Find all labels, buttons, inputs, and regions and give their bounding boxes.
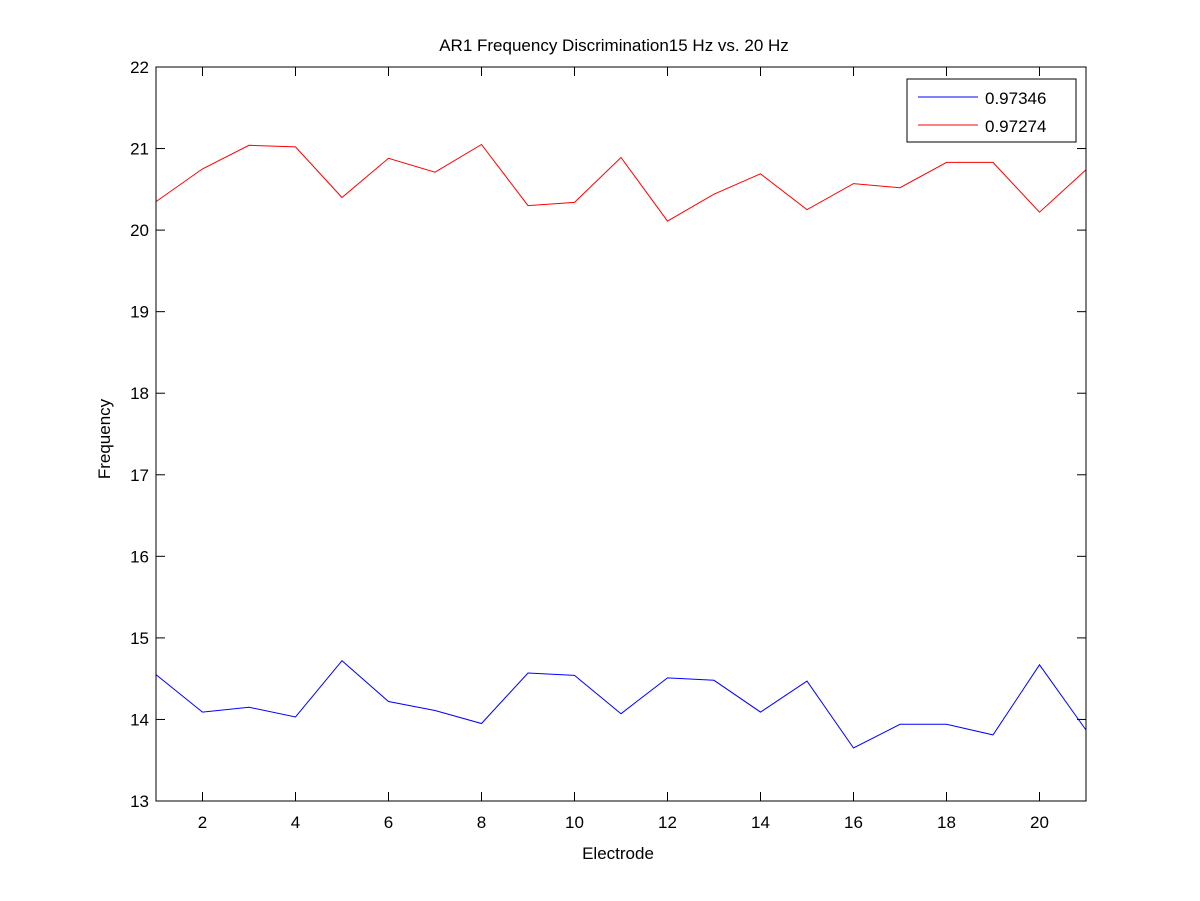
x-tick-label: 6 <box>384 813 393 832</box>
legend-label-series-2: 0.97274 <box>985 117 1046 136</box>
x-tick-label: 4 <box>291 813 300 832</box>
legend-box <box>906 78 1077 143</box>
x-tick-label: 2 <box>198 813 207 832</box>
y-axis-label: Frequency <box>95 398 114 479</box>
series-line-2 <box>155 143 1087 222</box>
x-tick-label: 18 <box>937 813 956 832</box>
x-tick-label: 10 <box>565 813 584 832</box>
x-tick-label: 16 <box>844 813 863 832</box>
x-tick-label: 20 <box>1030 813 1049 832</box>
y-tick-label: 18 <box>130 384 149 403</box>
series-layer <box>155 143 1087 749</box>
ticks-layer: 2 4 6 8 10 12 14 16 18 20 13 14 15 16 17 18 19 20 21 22 <box>130 58 1086 832</box>
series-line-1 <box>155 659 1087 749</box>
x-tick-label: 12 <box>658 813 677 832</box>
legend: 0.97346 0.97274 <box>906 78 1077 143</box>
chart-title: AR1 Frequency Discrimination15 Hz vs. 20… <box>439 36 789 55</box>
y-tick-label: 16 <box>130 547 149 566</box>
x-axis-label: Electrode <box>582 844 654 863</box>
legend-label-series-1: 0.97346 <box>985 89 1046 108</box>
y-tick-label: 15 <box>130 629 149 648</box>
y-tick-label: 19 <box>130 303 149 322</box>
y-tick-label: 21 <box>130 140 149 159</box>
y-tick-label: 13 <box>130 792 149 811</box>
plot-area <box>156 67 1086 801</box>
x-tick-label: 8 <box>477 813 486 832</box>
y-tick-label: 17 <box>130 466 149 485</box>
y-tick-label: 14 <box>130 710 149 729</box>
y-tick-label: 22 <box>130 58 149 77</box>
y-tick-label: 20 <box>130 221 149 240</box>
axes-box <box>155 66 1087 802</box>
x-tick-label: 14 <box>751 813 770 832</box>
